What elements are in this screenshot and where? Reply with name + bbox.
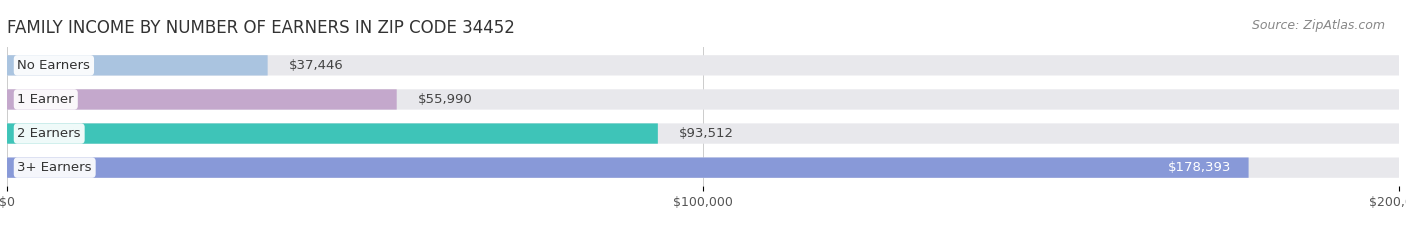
FancyBboxPatch shape (7, 89, 1399, 110)
Text: FAMILY INCOME BY NUMBER OF EARNERS IN ZIP CODE 34452: FAMILY INCOME BY NUMBER OF EARNERS IN ZI… (7, 19, 515, 37)
FancyBboxPatch shape (7, 158, 1399, 178)
Text: $178,393: $178,393 (1168, 161, 1232, 174)
FancyBboxPatch shape (7, 89, 396, 110)
Text: Source: ZipAtlas.com: Source: ZipAtlas.com (1251, 19, 1385, 32)
Text: 3+ Earners: 3+ Earners (17, 161, 91, 174)
Text: 1 Earner: 1 Earner (17, 93, 75, 106)
FancyBboxPatch shape (7, 123, 1399, 144)
Text: $55,990: $55,990 (418, 93, 472, 106)
Text: $93,512: $93,512 (679, 127, 734, 140)
FancyBboxPatch shape (7, 55, 267, 75)
Text: 2 Earners: 2 Earners (17, 127, 82, 140)
Text: No Earners: No Earners (17, 59, 90, 72)
FancyBboxPatch shape (7, 158, 1249, 178)
FancyBboxPatch shape (7, 55, 1399, 75)
Text: $37,446: $37,446 (288, 59, 343, 72)
FancyBboxPatch shape (7, 123, 658, 144)
